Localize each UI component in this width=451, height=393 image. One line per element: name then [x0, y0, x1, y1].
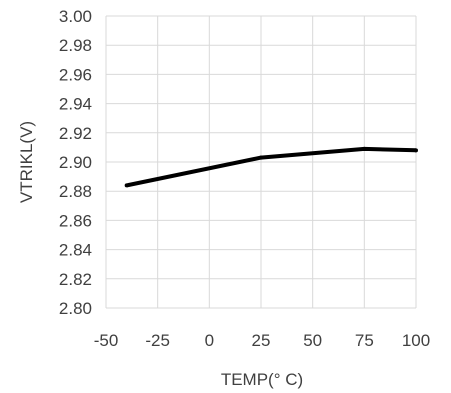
- x-tick-label: 0: [205, 331, 214, 350]
- y-axis-label: VTRIKL(V): [17, 121, 36, 203]
- x-tick-label: 75: [355, 331, 374, 350]
- x-tick-label: -25: [145, 331, 170, 350]
- x-tick-label: 50: [303, 331, 322, 350]
- x-tick-label: 25: [252, 331, 271, 350]
- y-tick-label: 2.98: [59, 36, 92, 55]
- x-tick-label: 100: [402, 331, 430, 350]
- x-tick-labels: -50 -25 0 25 50 75 100: [94, 331, 430, 350]
- series-layer: [124, 146, 418, 188]
- y-tick-label: 2.86: [59, 211, 92, 230]
- y-tick-label: 2.94: [59, 95, 92, 114]
- x-tick-label: -50: [94, 331, 119, 350]
- y-tick-label: 2.92: [59, 124, 92, 143]
- y-tick-label: 2.90: [59, 153, 92, 172]
- y-tick-labels: 2.80 2.82 2.84 2.86 2.88 2.90 2.92 2.94 2.96 2.98…: [59, 7, 92, 318]
- y-tick-label: 2.96: [59, 65, 92, 84]
- y-tick-label: 3.00: [59, 7, 92, 26]
- gridlines: [105, 15, 417, 309]
- y-tick-label: 2.82: [59, 270, 92, 289]
- y-tick-label: 2.84: [59, 241, 92, 260]
- series-line: [126, 146, 417, 188]
- data-point: [259, 155, 263, 160]
- y-tick-label: 2.80: [59, 299, 92, 318]
- data-point: [414, 148, 418, 153]
- data-point: [124, 183, 129, 188]
- x-axis-label: TEMP(° C): [221, 370, 303, 389]
- data-point: [362, 146, 367, 151]
- y-tick-label: 2.88: [59, 182, 92, 201]
